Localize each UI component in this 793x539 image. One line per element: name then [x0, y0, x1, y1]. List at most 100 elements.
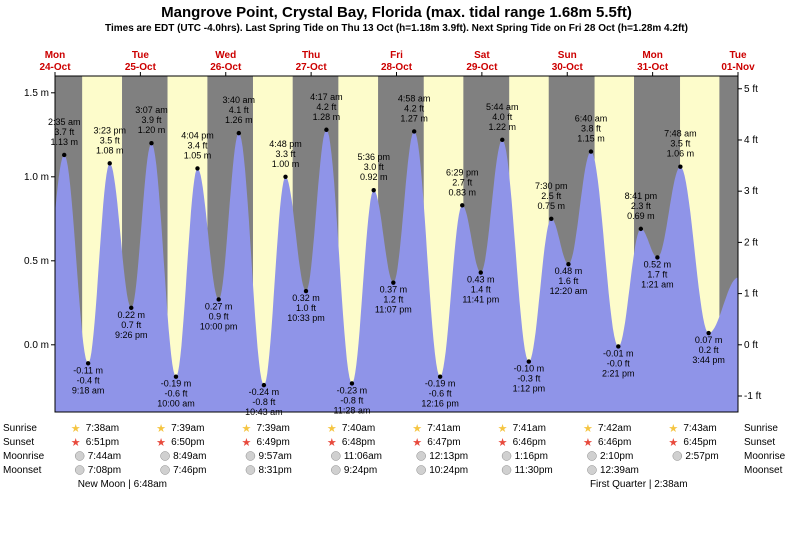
svg-text:-0.6 ft: -0.6 ft: [429, 389, 453, 399]
svg-text:★: ★: [668, 423, 678, 435]
svg-text:7:39am: 7:39am: [256, 423, 289, 434]
svg-text:6:49pm: 6:49pm: [256, 437, 289, 448]
svg-text:1.0 ft: 1.0 ft: [296, 303, 317, 313]
svg-text:-0.0 ft: -0.0 ft: [607, 358, 631, 368]
svg-text:★: ★: [498, 437, 508, 449]
svg-text:10:33 pm: 10:33 pm: [287, 313, 325, 323]
svg-text:9:18 am: 9:18 am: [72, 385, 105, 395]
svg-text:7:44am: 7:44am: [88, 451, 121, 462]
svg-text:7:41am: 7:41am: [513, 423, 546, 434]
svg-text:7:30 pm: 7:30 pm: [535, 181, 568, 191]
svg-text:-1 ft: -1 ft: [744, 391, 761, 402]
svg-text:9:26 pm: 9:26 pm: [115, 330, 148, 340]
svg-text:9:24pm: 9:24pm: [344, 465, 377, 476]
svg-text:-0.01 m: -0.01 m: [603, 348, 634, 358]
svg-text:★: ★: [583, 423, 593, 435]
svg-text:29-Oct: 29-Oct: [466, 62, 498, 73]
svg-text:1.7 ft: 1.7 ft: [647, 269, 668, 279]
svg-text:2:57pm: 2:57pm: [685, 451, 718, 462]
svg-text:1.15 m: 1.15 m: [577, 134, 605, 144]
svg-text:7:40am: 7:40am: [342, 423, 375, 434]
svg-text:0.07 m: 0.07 m: [695, 335, 723, 345]
svg-text:8:41 pm: 8:41 pm: [625, 191, 658, 201]
svg-text:3:23 pm: 3:23 pm: [93, 125, 126, 135]
svg-text:-0.11 m: -0.11 m: [73, 365, 103, 375]
svg-text:1:12 pm: 1:12 pm: [513, 384, 546, 394]
svg-text:6:48pm: 6:48pm: [342, 437, 375, 448]
svg-text:Sunset: Sunset: [3, 437, 34, 448]
svg-text:★: ★: [498, 423, 508, 435]
svg-text:-0.3 ft: -0.3 ft: [517, 374, 541, 384]
svg-text:Mon: Mon: [642, 50, 663, 61]
svg-text:26-Oct: 26-Oct: [210, 62, 242, 73]
svg-text:1.4 ft: 1.4 ft: [471, 285, 492, 295]
svg-text:Moonset: Moonset: [3, 465, 42, 476]
svg-text:3.5 ft: 3.5 ft: [100, 135, 121, 145]
svg-text:2.7 ft: 2.7 ft: [452, 177, 473, 187]
svg-text:★: ★: [156, 437, 166, 449]
svg-text:3:07 am: 3:07 am: [135, 105, 168, 115]
svg-text:3.8 ft: 3.8 ft: [581, 124, 602, 134]
svg-text:-0.8 ft: -0.8 ft: [252, 397, 276, 407]
svg-text:1.26 m: 1.26 m: [225, 115, 253, 125]
svg-text:★: ★: [327, 437, 337, 449]
svg-text:3.9 ft: 3.9 ft: [141, 115, 162, 125]
svg-text:2.5 ft: 2.5 ft: [541, 191, 562, 201]
svg-text:Fri: Fri: [390, 50, 403, 61]
svg-text:25-Oct: 25-Oct: [125, 62, 157, 73]
svg-text:0.48 m: 0.48 m: [555, 266, 583, 276]
svg-text:★: ★: [71, 437, 81, 449]
svg-text:-0.19 m: -0.19 m: [161, 379, 192, 389]
svg-text:First Quarter | 2:38am: First Quarter | 2:38am: [590, 479, 688, 490]
svg-text:1:21 am: 1:21 am: [641, 279, 674, 289]
svg-text:1.2 ft: 1.2 ft: [383, 295, 404, 305]
svg-text:7:41am: 7:41am: [427, 423, 460, 434]
svg-text:★: ★: [241, 437, 251, 449]
svg-text:★: ★: [327, 423, 337, 435]
svg-text:3 ft: 3 ft: [744, 186, 758, 197]
svg-text:★: ★: [412, 423, 422, 435]
svg-text:11:28 am: 11:28 am: [334, 405, 371, 415]
svg-text:1.05 m: 1.05 m: [184, 150, 212, 160]
svg-text:1 ft: 1 ft: [744, 289, 758, 300]
svg-text:28-Oct: 28-Oct: [381, 62, 413, 73]
svg-text:5:44 am: 5:44 am: [486, 102, 519, 112]
svg-text:27-Oct: 27-Oct: [296, 62, 328, 73]
svg-text:2:35 am: 2:35 am: [48, 117, 81, 127]
svg-text:8:49am: 8:49am: [173, 451, 206, 462]
svg-text:11:07 pm: 11:07 pm: [375, 305, 412, 315]
svg-text:New Moon | 6:48am: New Moon | 6:48am: [78, 479, 167, 490]
svg-text:4:58 am: 4:58 am: [398, 93, 431, 103]
svg-text:★: ★: [241, 423, 251, 435]
svg-text:7:42am: 7:42am: [598, 423, 631, 434]
svg-text:0.37 m: 0.37 m: [380, 285, 408, 295]
svg-text:Tue: Tue: [729, 50, 746, 61]
svg-text:3:44 pm: 3:44 pm: [692, 355, 725, 365]
svg-text:0.69 m: 0.69 m: [627, 211, 655, 221]
svg-text:-0.23 m: -0.23 m: [337, 385, 368, 395]
svg-text:4.0 ft: 4.0 ft: [492, 112, 513, 122]
svg-text:6:50pm: 6:50pm: [171, 437, 204, 448]
svg-text:24-Oct: 24-Oct: [39, 62, 71, 73]
svg-text:0.0 m: 0.0 m: [24, 340, 49, 351]
svg-text:Moonrise: Moonrise: [3, 451, 45, 462]
svg-text:1.08 m: 1.08 m: [96, 145, 124, 155]
svg-text:10:24pm: 10:24pm: [429, 465, 468, 476]
svg-text:-0.6 ft: -0.6 ft: [164, 389, 188, 399]
svg-text:1.00 m: 1.00 m: [272, 159, 300, 169]
svg-text:1.5 m: 1.5 m: [24, 88, 49, 99]
svg-text:0.32 m: 0.32 m: [292, 293, 320, 303]
svg-text:0.7 ft: 0.7 ft: [121, 320, 142, 330]
svg-text:6:47pm: 6:47pm: [427, 437, 460, 448]
svg-text:★: ★: [412, 437, 422, 449]
svg-text:1.27 m: 1.27 m: [400, 113, 428, 123]
svg-text:3.7 ft: 3.7 ft: [54, 127, 75, 137]
svg-text:★: ★: [583, 437, 593, 449]
svg-text:Moonset: Moonset: [744, 465, 783, 476]
svg-text:4.1 ft: 4.1 ft: [229, 105, 250, 115]
svg-text:Wed: Wed: [215, 50, 236, 61]
svg-text:4:17 am: 4:17 am: [310, 92, 343, 102]
svg-text:Sunrise: Sunrise: [744, 423, 778, 434]
svg-text:-0.8 ft: -0.8 ft: [340, 395, 364, 405]
svg-text:10:00 pm: 10:00 pm: [200, 321, 238, 331]
